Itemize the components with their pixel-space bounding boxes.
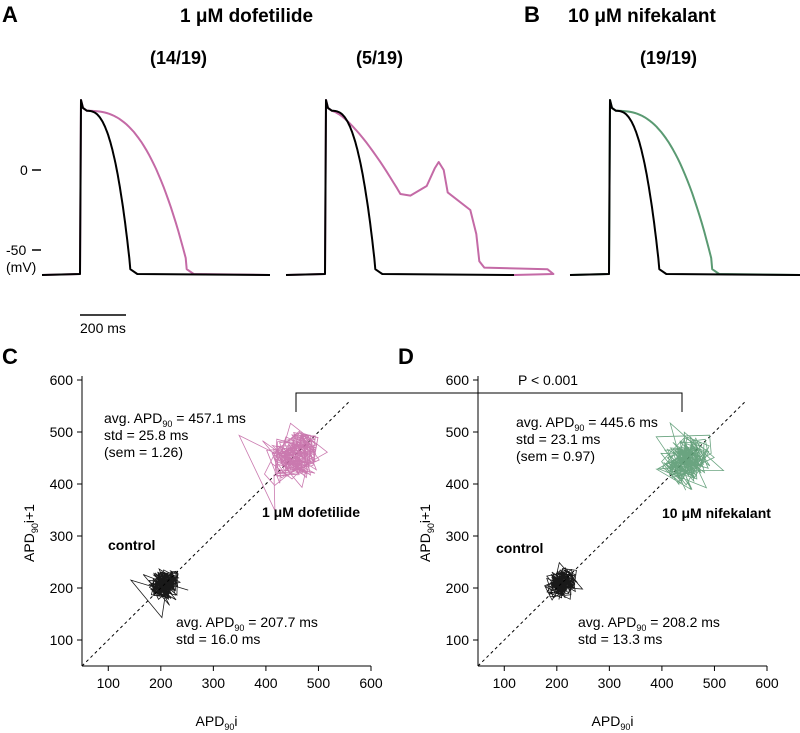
- x-tick-label: 400: [650, 675, 674, 691]
- y-tick-label: 100: [446, 632, 470, 648]
- stat-line: avg. APD90 = 207.7 ms: [176, 614, 318, 633]
- stat-line: avg. APD90 = 457.1 ms: [104, 410, 246, 429]
- scatter-cluster-drug: [238, 422, 329, 511]
- voltage-tick-0: 0: [20, 162, 28, 178]
- y-tick-label: 600: [50, 372, 74, 388]
- stat-line: (sem = 1.26): [104, 444, 183, 460]
- voltage-tick-neg50: -50: [6, 242, 26, 258]
- scatter-cluster-control: [129, 568, 189, 619]
- panel-letter-c: C: [2, 344, 18, 369]
- comparison-bracket: [295, 392, 683, 412]
- panel-b-count: (19/19): [640, 48, 697, 68]
- panel-letter-a: A: [2, 2, 18, 27]
- stat-line: (sem = 0.97): [516, 448, 595, 464]
- x-tick-label: 300: [202, 675, 226, 691]
- scatter-panel-c: 100 200 300 400 500 600 100 200 300 400 500 600 APD9…: [21, 372, 383, 732]
- action-potential-traces: [41, 99, 800, 276]
- y-tick-label: 400: [50, 476, 74, 492]
- y-axis-label: APD90i+1: [417, 504, 436, 562]
- y-tick-label: 100: [50, 632, 74, 648]
- stat-line: std = 25.8 ms: [104, 427, 188, 443]
- y-tick-label: 500: [50, 424, 74, 440]
- stat-line: std = 16.0 ms: [176, 631, 260, 647]
- panel-letter-d: D: [398, 344, 414, 369]
- group-label-control: control: [108, 537, 155, 553]
- stat-line: std = 13.3 ms: [578, 631, 662, 647]
- y-tick-label: 500: [446, 424, 470, 440]
- x-tick-label: 200: [545, 675, 569, 691]
- y-tick-label: 200: [50, 580, 74, 596]
- ap-trace-drug-1: [285, 99, 555, 276]
- time-scale-label: 200 ms: [80, 320, 126, 336]
- y-tick-label: 600: [446, 372, 470, 388]
- x-tick-label: 500: [703, 675, 727, 691]
- stat-line: avg. APD90 = 208.2 ms: [578, 614, 720, 633]
- scatter-cluster-control: [544, 561, 584, 601]
- y-tick-label: 300: [446, 528, 470, 544]
- ap-trace-control-1: [285, 99, 515, 276]
- group-label-drug: 1 μM dofetilide: [262, 504, 360, 520]
- ap-trace-drug-0: [41, 99, 271, 276]
- x-tick-label: 500: [307, 675, 331, 691]
- y-tick-label: 200: [446, 580, 470, 596]
- panel-letter-b: B: [524, 2, 540, 27]
- ap-trace-control-0: [41, 99, 271, 276]
- group-label-control: control: [496, 540, 543, 556]
- panel-b-title: 10 μM nifekalant: [568, 6, 717, 27]
- identity-line: [477, 400, 747, 667]
- panel-a-title: 1 μM dofetilide: [180, 6, 313, 27]
- group-label-drug: 10 μM nifekalant: [662, 505, 771, 521]
- ap-trace-drug-2: [569, 99, 800, 276]
- x-tick-label: 200: [149, 675, 173, 691]
- panel-a-count-left: (14/19): [150, 48, 207, 68]
- scatter-panel-d: 100 200 300 400 500 600 100 200 300 400 500 600 APD9…: [417, 372, 779, 732]
- panel-a-count-right: (5/19): [356, 48, 403, 68]
- ap-trace-control-2: [569, 99, 800, 276]
- x-tick-label: 300: [598, 675, 622, 691]
- y-axis-label: APD90i+1: [21, 504, 40, 562]
- y-tick-label: 400: [446, 476, 470, 492]
- comparison-label: P < 0.001: [518, 372, 578, 388]
- stat-line: std = 23.1 ms: [516, 431, 600, 447]
- x-axis-label: APD90i: [196, 713, 238, 732]
- x-tick-label: 100: [493, 675, 517, 691]
- x-tick-label: 100: [97, 675, 121, 691]
- stat-line: avg. APD90 = 445.6 ms: [516, 414, 658, 433]
- scatter-cluster-drug: [655, 421, 725, 491]
- x-tick-label: 400: [254, 675, 278, 691]
- y-tick-label: 300: [50, 528, 74, 544]
- x-tick-label: 600: [755, 675, 779, 691]
- x-tick-label: 600: [359, 675, 383, 691]
- voltage-unit-label: (mV): [6, 259, 36, 275]
- x-axis-label: APD90i: [592, 713, 634, 732]
